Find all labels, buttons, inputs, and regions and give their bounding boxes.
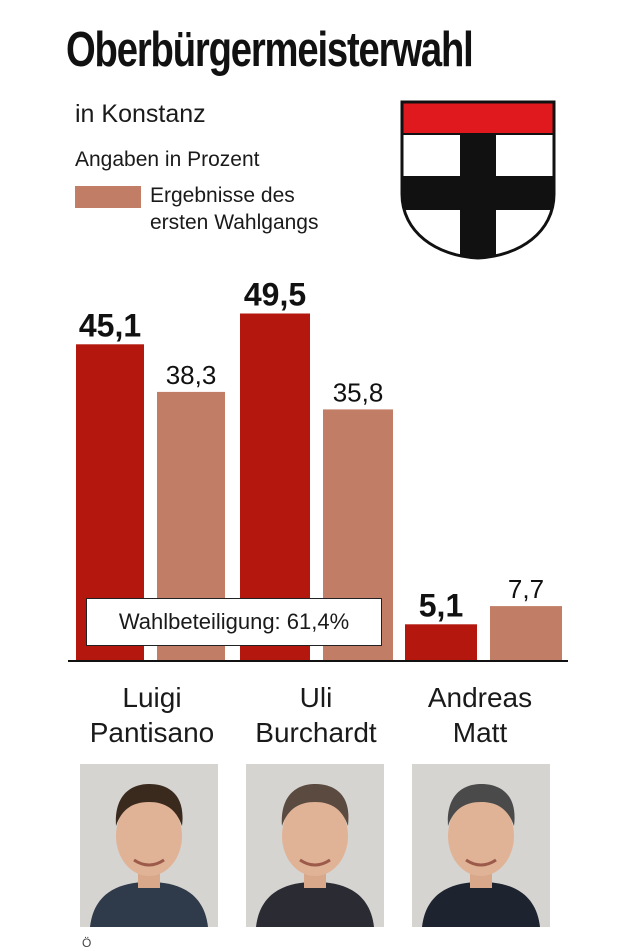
candidate-last-name: Burchardt	[255, 717, 377, 748]
unit-note: Angaben in Prozent	[75, 148, 260, 171]
legend-swatch	[75, 186, 141, 208]
candidate-last-name: Matt	[452, 717, 508, 748]
candidate-first-name: Andreas	[427, 682, 533, 713]
chart-subtitle: in Konstanz	[75, 100, 206, 128]
konstanz-coat-of-arms-icon	[398, 98, 558, 260]
chart-title: Oberbürgermeisterwahl	[66, 23, 474, 77]
bar-current-2	[405, 624, 477, 660]
data-label-first-round-1: 35,8	[333, 377, 384, 407]
bar-first-round-2	[490, 606, 562, 660]
legend-label-line2: ersten Wahlgangs	[150, 211, 319, 234]
data-label-first-round-2: 7,7	[508, 574, 544, 604]
legend-label-line1: Ergebnisse des	[150, 184, 295, 207]
data-label-current-1: 49,5	[244, 277, 306, 313]
person-photo-icon	[80, 764, 218, 927]
candidate-name: Uli Burchardt	[221, 680, 411, 750]
turnout-annotation: Wahlbeteiligung: 61,4%	[86, 598, 382, 646]
candidate-name: Luigi Pantisano	[57, 680, 247, 750]
candidate-last-name: Pantisano	[89, 717, 215, 748]
footnote: Ö	[82, 936, 92, 950]
legend-label: Ergebnisse des ersten Wahlgangs	[150, 182, 350, 236]
data-label-current-0: 45,1	[79, 307, 141, 343]
candidate-first-name: Uli	[299, 682, 333, 713]
data-label-first-round-0: 38,3	[166, 360, 217, 390]
candidate-name: Andreas Matt	[385, 680, 575, 750]
person-photo-icon	[412, 764, 550, 927]
person-photo-icon	[246, 764, 384, 927]
data-label-current-2: 5,1	[419, 587, 463, 623]
candidate-first-name: Luigi	[122, 682, 182, 713]
